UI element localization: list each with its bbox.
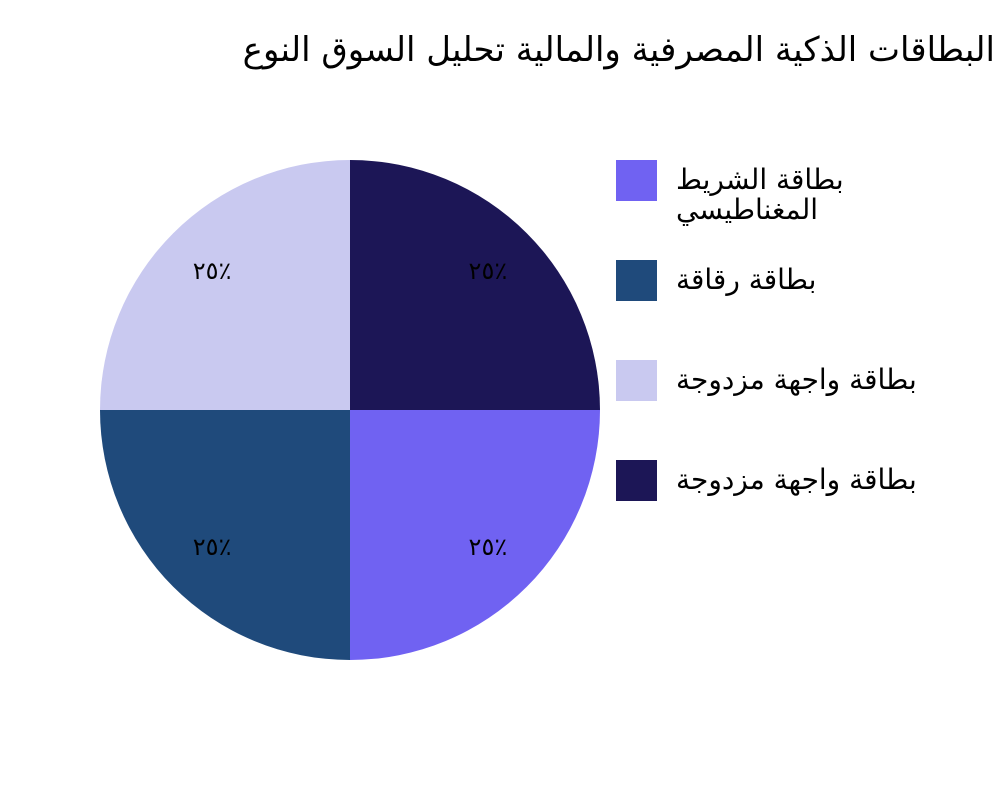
legend-swatch xyxy=(616,460,657,501)
legend-swatch xyxy=(616,360,657,401)
legend-label: بطاقة واجهة مزدوجة xyxy=(676,463,917,496)
legend-swatch xyxy=(616,160,657,201)
legend-label: بطاقة واجهة مزدوجة xyxy=(676,363,917,396)
data-label: ٢٥٪ xyxy=(469,257,508,285)
data-label: ٢٥٪ xyxy=(193,533,232,561)
legend-label: بطاقة رقاقة xyxy=(676,263,817,296)
data-label: ٢٥٪ xyxy=(469,533,508,561)
data-label: ٢٥٪ xyxy=(193,257,232,285)
legend-label: بطاقة الشريط المغناطيسي xyxy=(676,163,844,226)
pie-slice xyxy=(350,160,600,410)
chart-title: البطاقات الذكية المصرفية والمالية تحليل … xyxy=(242,30,995,70)
pie-slice xyxy=(100,160,350,410)
pie-slice xyxy=(100,410,350,660)
pie-slice xyxy=(350,410,600,660)
legend-swatch xyxy=(616,260,657,301)
